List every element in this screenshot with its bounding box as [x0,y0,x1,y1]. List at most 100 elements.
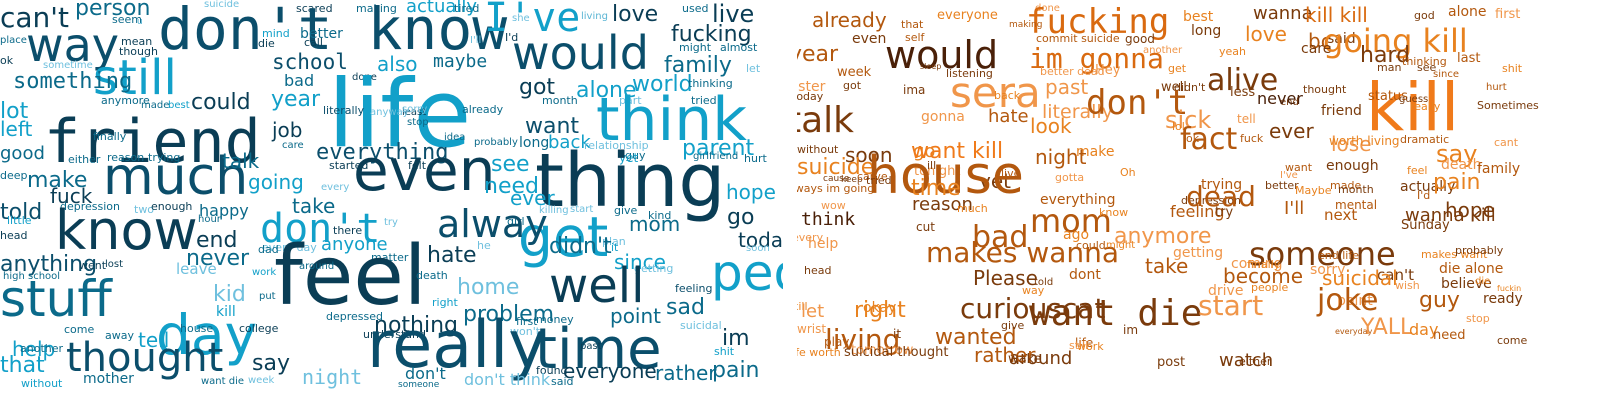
left-word: never [186,246,250,271]
left-word: went [79,259,107,272]
right-word: YALL [1361,315,1413,340]
right-word: suicidal thought [844,345,949,360]
right-word: head [804,264,832,277]
right-word: right [854,298,906,323]
left-word: start [570,204,594,215]
left-word: year [271,87,321,112]
left-word: sorry [402,104,428,115]
right-word: care [1301,41,1332,57]
right-word: tomorrow [851,343,914,358]
right-word: try [1215,205,1234,220]
left-word: school [272,50,348,74]
left-word: matter [371,251,409,264]
right-word: enough [1326,158,1379,174]
right-word: lol [1172,120,1185,133]
right-word: bc [1308,29,1332,53]
left-word: scared [296,2,333,15]
left-word: plan [602,235,626,248]
right-word: dramatic [1400,133,1450,146]
right-word: carve [857,170,888,183]
left-word: trying [148,151,181,164]
right-word: could [1076,239,1106,252]
right-word: wow [821,199,846,212]
right-word: need [1433,328,1466,343]
left-word: say [252,351,290,376]
left-word: get [518,205,609,269]
left-word: time [535,317,662,382]
left-word: part [619,94,642,107]
right-word: bad [972,220,1029,255]
right-word: watch [1219,350,1274,371]
right-word: live [1001,167,1021,180]
right-word: gotta [1055,171,1085,184]
left-word: best [168,100,190,111]
right-word: say [1436,140,1478,168]
left-word: kill [216,304,236,320]
right-word: sera [950,68,1041,117]
right-word: give [1001,319,1025,332]
right-word: living [825,323,901,356]
right-word: mom [1030,202,1112,240]
right-word: fact [1180,122,1238,157]
left-word: every [321,182,350,193]
left-word: fucking [671,22,752,47]
right-word: wish [1395,279,1420,292]
left-word: anything [0,252,98,277]
left-word: I've [484,0,581,41]
left-word: told [0,200,43,225]
right-word: it [893,327,902,341]
right-word: got [843,79,862,92]
right-word: probably [1455,244,1504,257]
left-word: since [614,250,666,274]
left-word-cloud: person can't seem u suicide scared making actua… [0,0,783,400]
left-word: said [551,375,574,388]
left-word: rather [655,361,717,385]
left-word: living [581,11,608,22]
left-word: making [356,2,397,15]
left-word: mother [83,371,134,387]
right-word: start [1198,289,1264,322]
left-word: someone [398,380,440,390]
left-word: way [26,18,120,72]
left-word: without [21,377,63,390]
right-word: self [905,31,925,44]
right-word: talk [797,100,855,141]
right-word: rather [974,343,1036,367]
right-word: ever [1269,119,1314,143]
right-word: someone [1249,235,1396,273]
right-word: family [1477,161,1521,177]
right-word: keep [841,175,863,185]
right-word: next [1324,206,1358,224]
left-word: come [64,323,95,336]
right-word: guess [1399,94,1429,105]
right-word: even [852,31,887,47]
right-word: would [885,33,999,77]
right-word: Sunday [1401,218,1450,233]
left-word: don't [260,206,381,252]
left-word: made [141,100,170,111]
right-word: literally [1042,101,1113,123]
right-word: think [801,209,856,230]
left-word: stop [407,117,429,128]
left-word: sometime [43,60,93,71]
left-word: take [292,194,336,218]
right-word: everyone [937,8,998,23]
right-word: yet [979,169,1011,193]
right-word: wanna kill [1405,205,1496,226]
right-word: every [797,231,824,244]
left-word: ok [0,54,14,67]
left-word: put [259,291,276,302]
left-word: used [682,2,709,15]
right-word: hate [988,106,1029,127]
left-word: pain [712,358,760,383]
left-word: might [679,41,712,54]
right-word: makes wanna [926,236,1120,269]
left-word: she [512,13,530,24]
left-word: leave [176,260,217,278]
left-word: think [596,85,747,155]
right-word: first [1495,7,1521,22]
left-word: don't think [464,370,551,389]
right-word: dont [1069,267,1101,283]
divider [783,0,797,400]
